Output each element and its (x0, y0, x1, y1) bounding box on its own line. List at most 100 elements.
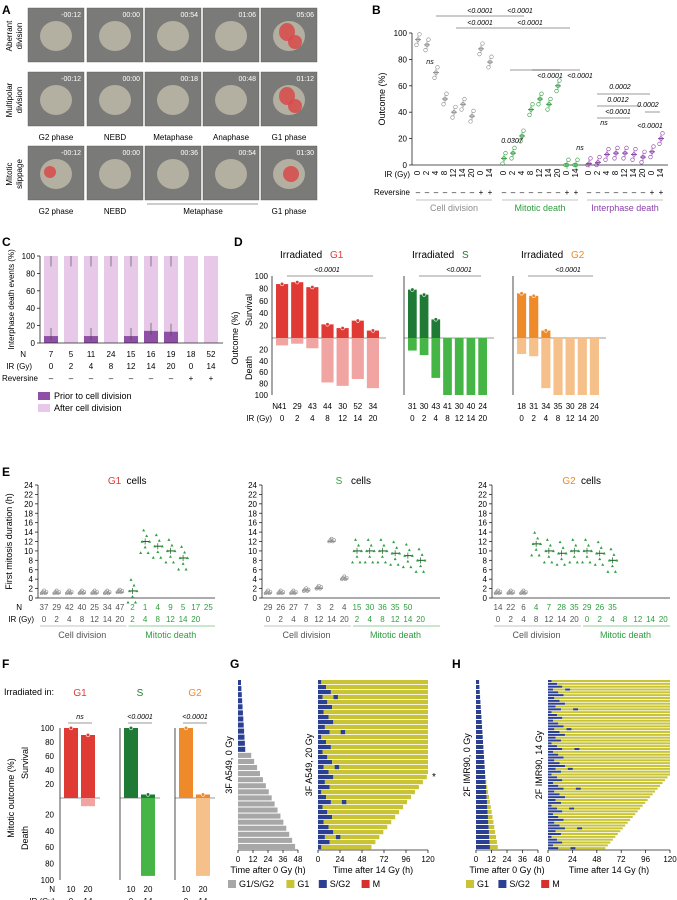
death-bar (321, 338, 334, 383)
n-label: 20 (84, 885, 93, 894)
reversine-label: + (189, 374, 194, 383)
y-tick-label: 8 (253, 556, 258, 565)
cell-body (99, 159, 131, 189)
bar-after-division (144, 256, 158, 331)
cell-track-sg2 (548, 739, 561, 742)
reversine-label: + (209, 374, 214, 383)
data-point (500, 161, 505, 166)
data-point (432, 75, 437, 80)
data-point (377, 549, 381, 553)
data-point (410, 554, 414, 557)
data-point (557, 78, 562, 83)
ir-label: 14 (103, 615, 112, 624)
n-label: 35 (554, 402, 563, 411)
death-bar (431, 338, 441, 378)
y-axis-label-text: Outcome (%) (377, 72, 387, 125)
ir-label: 0 (69, 897, 74, 900)
n-label: 26 (595, 603, 604, 612)
cell-track-sg2 (548, 813, 553, 816)
data-point (168, 555, 172, 558)
cell-track-sg2 (318, 715, 329, 720)
data-point (649, 149, 655, 154)
cell-track-sg2 (548, 697, 555, 700)
cell-track-g1 (332, 705, 428, 710)
n-label: 31 (529, 402, 538, 411)
y-tick-label: 60 (26, 287, 35, 296)
data-point (419, 564, 423, 568)
ir-label: 2 (278, 615, 283, 624)
reversine-label: – (425, 188, 430, 197)
n-label: 24 (107, 350, 116, 359)
data-point (573, 162, 579, 168)
cell-track-sg2 (318, 780, 325, 785)
ir-label: 4 (610, 615, 615, 624)
time-stamp: 01:30 (296, 150, 314, 157)
cell-track-g1 (564, 827, 623, 830)
data-point (406, 559, 410, 563)
x-tick-label: 36 (279, 855, 288, 864)
death-bar (478, 338, 487, 395)
data-point (404, 542, 408, 546)
data-point (533, 531, 537, 534)
data-point (459, 107, 464, 112)
survival-bar (124, 728, 138, 798)
ir-tick-label: 14 (458, 168, 467, 177)
cell-track-g1 (322, 805, 404, 810)
data-point (294, 590, 298, 594)
y-tick-label: 100 (41, 724, 55, 733)
survival-bar (351, 320, 364, 338)
cell-track-g1 (558, 847, 606, 850)
n-label: 5 (181, 603, 186, 612)
section-label-text: Death (244, 356, 254, 380)
y-tick-label: 60 (259, 368, 268, 377)
n-label: 10 (67, 885, 76, 894)
reversine-label: – (520, 188, 525, 197)
data-point (557, 551, 561, 555)
cell-track-sg2 (565, 688, 571, 691)
cell-track-sg2 (238, 746, 246, 752)
n-label: 20 (199, 885, 208, 894)
data-point (581, 560, 584, 564)
cell-track-sg2 (570, 847, 576, 850)
n-label: 29 (583, 603, 592, 612)
reversine-row-label: Reversine (2, 374, 39, 383)
cell-track-sg2 (548, 705, 556, 708)
y-axis-label-text: 3F A549, 20 Gy (304, 733, 314, 796)
ir-tick-label: 0 (562, 170, 571, 175)
data-point (414, 42, 419, 47)
n-label: 35 (391, 603, 400, 612)
cell-track-sg2 (548, 827, 565, 830)
n-label: 14 (494, 603, 503, 612)
panel-letter-A: A (2, 3, 11, 17)
cell-track-sg2 (333, 695, 338, 700)
n-label: 18 (517, 402, 526, 411)
cell-track-sg2 (476, 755, 485, 759)
data-point (160, 544, 164, 548)
data-point (595, 160, 601, 165)
data-point (509, 156, 514, 161)
cell-track-g1 (488, 820, 494, 824)
cell-track-sg2 (476, 775, 486, 779)
data-point (132, 583, 136, 587)
cell-track-g1s (238, 765, 258, 771)
ir-label: 4 (434, 414, 439, 423)
p-value-annotation: 0.0307 (501, 138, 524, 145)
cell-track-g1 (333, 775, 427, 780)
cell-track-sg2 (573, 708, 579, 711)
y-tick-label: 40 (259, 309, 268, 318)
cell-track-sg2 (577, 827, 583, 830)
cell-body (40, 21, 72, 51)
data-point (563, 162, 568, 168)
y-tick-label: 60 (259, 297, 268, 306)
cell-track-g1 (332, 815, 396, 820)
n-label: 52 (207, 350, 216, 359)
death-bar (466, 338, 476, 395)
subplot-phase: S (336, 476, 343, 487)
y-axis-label: First mitosis duration (h) (4, 493, 14, 590)
cell-track-sg2 (566, 728, 572, 731)
cell-track-sg2 (548, 790, 555, 793)
data-point (200, 792, 206, 797)
data-point (621, 156, 626, 161)
y-axis-label-text: Interphase death events (%) (7, 249, 16, 350)
group-label: Cell division (430, 203, 478, 213)
